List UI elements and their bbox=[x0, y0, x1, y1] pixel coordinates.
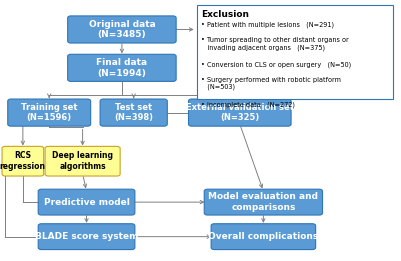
Text: • Conversion to CLS or open surgery   (N=50): • Conversion to CLS or open surgery (N=5… bbox=[201, 61, 351, 68]
FancyBboxPatch shape bbox=[45, 146, 120, 176]
FancyBboxPatch shape bbox=[188, 99, 291, 126]
Text: Exclusion: Exclusion bbox=[201, 10, 249, 19]
FancyBboxPatch shape bbox=[38, 189, 135, 215]
Text: RCS
regression: RCS regression bbox=[0, 151, 46, 171]
Text: Predictive model: Predictive model bbox=[44, 198, 130, 207]
FancyBboxPatch shape bbox=[196, 5, 393, 99]
Text: • Surgery performed with robotic platform
   (N=503): • Surgery performed with robotic platfor… bbox=[201, 77, 341, 90]
Text: • Patient with multiple lesions   (N=291): • Patient with multiple lesions (N=291) bbox=[201, 22, 334, 28]
Text: Deep learning
algorithms: Deep learning algorithms bbox=[52, 151, 113, 171]
Text: • Incomplete data   (N=272): • Incomplete data (N=272) bbox=[201, 101, 295, 108]
FancyBboxPatch shape bbox=[68, 54, 176, 81]
FancyBboxPatch shape bbox=[211, 224, 316, 250]
Text: Test set
(N=398): Test set (N=398) bbox=[114, 103, 153, 122]
FancyBboxPatch shape bbox=[8, 99, 91, 126]
Text: Overall complications: Overall complications bbox=[208, 232, 318, 241]
Text: Model evaluation and
comparisons: Model evaluation and comparisons bbox=[209, 192, 318, 212]
Text: External validation set
(N=325): External validation set (N=325) bbox=[186, 103, 294, 122]
Text: • Tumor spreading to other distant organs or
   invading adjacent organs   (N=37: • Tumor spreading to other distant organ… bbox=[201, 37, 349, 51]
FancyBboxPatch shape bbox=[38, 224, 135, 250]
FancyBboxPatch shape bbox=[204, 189, 322, 215]
FancyBboxPatch shape bbox=[2, 146, 44, 176]
FancyBboxPatch shape bbox=[68, 16, 176, 43]
Text: Original data
(N=3485): Original data (N=3485) bbox=[89, 20, 155, 39]
Text: BLADE score system: BLADE score system bbox=[35, 232, 138, 241]
Text: Training set
(N=1596): Training set (N=1596) bbox=[21, 103, 77, 122]
Text: Final data
(N=1994): Final data (N=1994) bbox=[96, 58, 148, 78]
FancyBboxPatch shape bbox=[100, 99, 167, 126]
